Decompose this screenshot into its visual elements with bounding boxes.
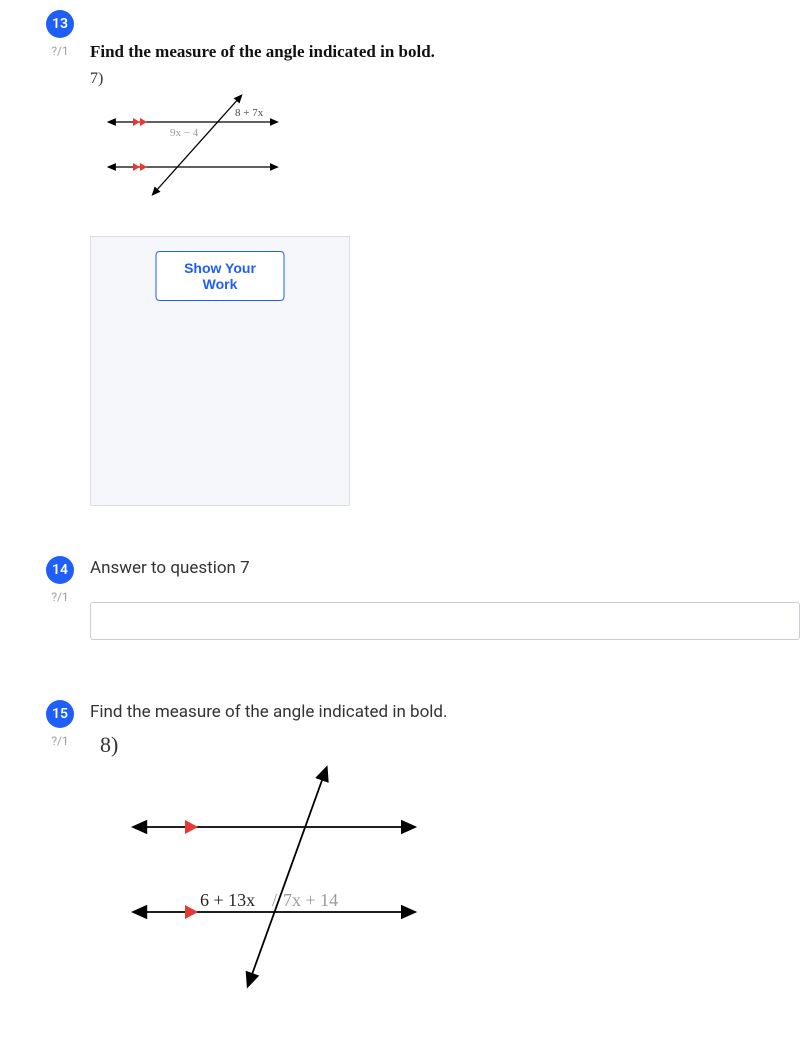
parallel-lines-diagram-8: 6 + 13x 7x + 14 / xyxy=(100,762,440,992)
question-number-badge: 15 xyxy=(46,700,74,728)
question-15-content: Find the measure of the angle indicated … xyxy=(90,700,800,1026)
diagram-q8: 6 + 13x 7x + 14 / xyxy=(100,762,800,996)
parallel-marker-top xyxy=(133,118,147,126)
question-15: 15 ?/1 Find the measure of the angle ind… xyxy=(0,690,800,1046)
angle-label-left: 6 + 13x xyxy=(200,890,255,910)
parallel-marker-bottom xyxy=(133,163,147,171)
transversal-line xyxy=(250,772,325,980)
points-label: ?/1 xyxy=(30,590,90,604)
transversal-line xyxy=(155,97,240,192)
show-work-panel: Show Your Work xyxy=(90,236,350,506)
parallel-marker-bottom xyxy=(185,905,198,919)
question-13-left: 13 ?/1 xyxy=(30,10,90,58)
angle-label-top: 8 + 7x xyxy=(235,107,264,119)
angle-label-right: 7x + 14 xyxy=(283,890,338,910)
question-number-badge: 14 xyxy=(46,556,74,584)
diagram-q7: 8 + 7x 9x − 4 xyxy=(100,92,800,206)
parallel-lines-diagram-7: 8 + 7x 9x − 4 xyxy=(100,92,300,202)
points-label: ?/1 xyxy=(30,44,90,58)
question-number-badge: 13 xyxy=(46,10,74,38)
show-your-work-button[interactable]: Show Your Work xyxy=(156,251,285,301)
question-prompt: Answer to question 7 xyxy=(90,558,800,578)
question-14-content: Answer to question 7 xyxy=(90,556,800,640)
question-14: 14 ?/1 Answer to question 7 xyxy=(0,546,800,660)
parallel-marker-top xyxy=(185,820,198,834)
question-13: 13 ?/1 Find the measure of the angle ind… xyxy=(0,0,800,526)
answer-input[interactable] xyxy=(90,602,800,640)
question-prompt: Find the measure of the angle indicated … xyxy=(90,702,800,722)
sub-question-number: 8) xyxy=(100,732,800,758)
angle-label-bottom: 9x − 4 xyxy=(170,127,199,139)
question-13-content: Find the measure of the angle indicated … xyxy=(90,10,800,506)
points-label: ?/1 xyxy=(30,734,90,748)
sub-question-number: 7) xyxy=(90,70,800,88)
question-14-left: 14 ?/1 xyxy=(30,556,90,604)
question-prompt: Find the measure of the angle indicated … xyxy=(90,42,800,62)
question-15-left: 15 ?/1 xyxy=(30,700,90,748)
label-separator: / xyxy=(272,890,277,910)
